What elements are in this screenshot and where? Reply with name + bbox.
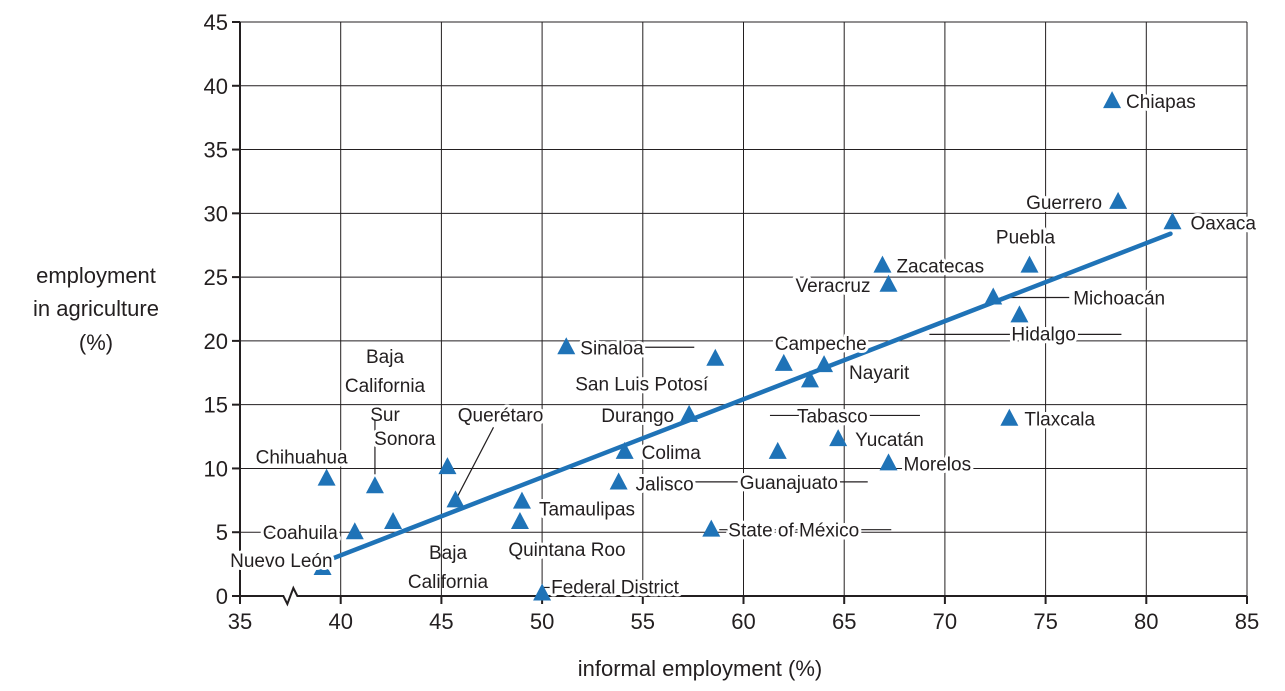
- data-point-marker: [533, 583, 552, 601]
- data-point-marker: [1000, 408, 1019, 426]
- data-point-label: Yucatán: [855, 430, 924, 451]
- tick-labels: 0 5 10 15 20 25 30 35 40 45 35 40 45 50 55 60 65 70 75 80 85: [204, 10, 1260, 634]
- data-point-marker: [615, 441, 634, 459]
- data-point-label: State of México: [728, 521, 859, 542]
- data-point-marker: [768, 441, 787, 459]
- data-point-marker: [984, 287, 1003, 305]
- data-point-marker: [815, 355, 834, 373]
- grid: [240, 21, 1248, 596]
- data-point-label: Coahuila: [263, 523, 338, 544]
- data-point-label: Campeche: [775, 334, 867, 355]
- x-tick-label: 35: [228, 609, 252, 634]
- data-point-marker: [1163, 212, 1182, 230]
- y-tick-label: 25: [204, 265, 228, 290]
- data-point-label: Chiapas: [1126, 92, 1196, 113]
- data-point-marker: [879, 274, 898, 292]
- x-tick-label: 60: [731, 609, 755, 634]
- x-tick-label: 45: [429, 609, 453, 634]
- data-point-marker: [774, 353, 793, 371]
- data-point-label: Tabasco: [797, 406, 868, 427]
- data-point-label: Nuevo León: [230, 551, 332, 572]
- x-tick-label: 85: [1235, 609, 1259, 634]
- data-point-marker: [313, 557, 332, 575]
- data-point-label: Morelos: [904, 454, 972, 475]
- label-leader: [454, 427, 495, 501]
- data-point-marker: [879, 453, 898, 471]
- trendline: [322, 231, 1173, 564]
- x-tick-label: 80: [1134, 609, 1158, 634]
- data-point-label: Baja California Sur: [345, 347, 426, 426]
- y-tick-label: 20: [204, 329, 228, 354]
- data-point-marker: [345, 522, 364, 540]
- data-point-label: Hidalgo: [1011, 324, 1075, 345]
- x-tick-label: 40: [328, 609, 352, 634]
- data-point-label: Chihuahua: [256, 448, 348, 469]
- data-point-label: Jalisco: [636, 474, 694, 495]
- y-tick-label: 45: [204, 10, 228, 35]
- data-point-marker: [512, 491, 531, 509]
- data-point-label: Zacatecas: [896, 257, 984, 278]
- data-point-label: Tamaulipas: [539, 500, 635, 521]
- y-tick-label: 0: [216, 584, 228, 609]
- axes: [232, 21, 1248, 607]
- data-point-marker: [1010, 305, 1029, 323]
- y-tick-label: 5: [216, 520, 228, 545]
- data-point-label: Nayarit: [849, 363, 910, 384]
- data-point-label: Guerrero: [1026, 193, 1102, 214]
- data-point-marker: [702, 519, 721, 537]
- data-point-marker: [438, 457, 457, 475]
- data-point-label: Durango: [601, 406, 674, 427]
- data-point-marker: [706, 348, 725, 366]
- trendline-path: [322, 231, 1173, 564]
- x-tick-label: 65: [832, 609, 856, 634]
- data-point-label: Federal District: [551, 577, 679, 598]
- data-point-marker: [1109, 191, 1128, 209]
- point-labels: Chiapas Guerrero Oaxaca Puebla Zacatecas Vera…: [227, 89, 1259, 601]
- data-point-marker: [800, 370, 819, 388]
- x-axis-title: informal employment (%): [578, 656, 823, 681]
- x-tick-label: 50: [530, 609, 554, 634]
- y-tick-label: 35: [204, 138, 228, 163]
- data-point-marker: [1020, 255, 1039, 273]
- y-axis-title-line-1: employment: [36, 263, 156, 288]
- data-point-marker: [1103, 91, 1122, 109]
- data-point-label: Sonora: [374, 429, 436, 450]
- data-point-marker: [680, 404, 699, 422]
- data-point-marker: [384, 512, 403, 530]
- data-point-marker: [317, 468, 336, 486]
- y-tick-label: 30: [204, 201, 228, 226]
- data-point-marker: [365, 476, 384, 494]
- x-tick-label: 70: [933, 609, 957, 634]
- label-leaders: [374, 296, 1122, 589]
- data-point-marker: [829, 429, 848, 447]
- data-point-label: Querétaro: [458, 405, 544, 426]
- data-point-label: Baja California: [408, 543, 489, 593]
- data-point-label: San Luis Potosí: [575, 375, 709, 396]
- data-point-marker: [873, 255, 892, 273]
- data-point-label: Michoacán: [1073, 289, 1165, 310]
- y-axis-title-line-3: (%): [79, 330, 113, 355]
- data-point-label: Colima: [642, 443, 702, 464]
- data-point-marker: [609, 472, 628, 490]
- y-tick-label: 10: [204, 456, 228, 481]
- x-tick-label: 75: [1033, 609, 1057, 634]
- x-tick-label: 55: [631, 609, 655, 634]
- x-axis-line-with-break: [240, 585, 1247, 607]
- y-tick-label: 40: [204, 74, 228, 99]
- data-point-marker: [510, 512, 529, 530]
- data-point-marker: [446, 490, 465, 508]
- data-point-label: Quintana Roo: [508, 540, 625, 561]
- data-point-label: Oaxaca: [1190, 213, 1256, 234]
- data-point-marker: [557, 337, 576, 355]
- data-point-label: Tlaxcala: [1024, 410, 1095, 431]
- y-axis-title-line-2: in agriculture: [33, 296, 159, 321]
- data-point-label: Guanajuato: [740, 473, 838, 494]
- data-point-label: Veracruz: [796, 276, 871, 297]
- data-point-label: Puebla: [996, 228, 1056, 249]
- data-points: [313, 91, 1182, 601]
- data-point-label: Sinaloa: [580, 338, 644, 359]
- y-tick-label: 15: [204, 393, 228, 418]
